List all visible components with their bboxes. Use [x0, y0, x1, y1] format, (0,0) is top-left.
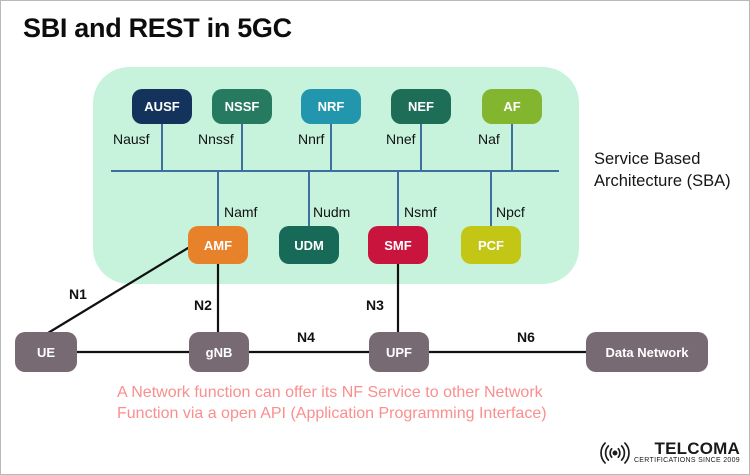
sba-caption-line2: Architecture (SBA)	[594, 172, 731, 190]
n1-link-ue-amf	[46, 246, 190, 335]
nf-box-pcf: PCF	[461, 226, 521, 264]
interface-label-n1: N1	[69, 286, 87, 302]
sbi-ref-npcf: Npcf	[496, 204, 525, 220]
node-label-data-network: Data Network	[605, 344, 689, 360]
nf-box-nrf: NRF	[301, 89, 361, 124]
nf-label-af: AF	[503, 99, 521, 114]
nf-label-ausf: AUSF	[144, 99, 180, 114]
nf-label-amf: AMF	[203, 237, 233, 253]
nf-box-af: AF	[482, 89, 542, 124]
sbi-ref-namf: Namf	[224, 204, 258, 220]
api-note: A Network function can offer its NF Serv…	[117, 382, 547, 424]
nf-label-smf: SMF	[384, 237, 412, 253]
nf-label-udm: UDM	[294, 237, 324, 253]
node-label-gnb: gNB	[205, 344, 233, 360]
interface-label-n2: N2	[194, 297, 212, 313]
nf-box-smf: SMF	[368, 226, 428, 264]
nf-box-ausf: AUSF	[132, 89, 192, 124]
sbi-ref-nnrf: Nnrf	[298, 131, 325, 147]
logo-tagline: CERTIFICATIONS SINCE 2009	[633, 457, 740, 464]
sbi-bus-lines	[111, 121, 559, 228]
nf-label-nrf: NRF	[317, 99, 345, 114]
node-gnb: gNB	[189, 332, 249, 372]
nf-box-udm: UDM	[279, 226, 339, 264]
node-upf: UPF	[369, 332, 429, 372]
node-label-ue: UE	[36, 344, 56, 360]
nf-label-nef: NEF	[408, 99, 434, 114]
signal-icon	[600, 442, 630, 464]
sbi-ref-nsmf: Nsmf	[404, 204, 437, 220]
interface-label-n6: N6	[517, 329, 535, 345]
nf-box-nef: NEF	[391, 89, 451, 124]
sbi-ref-nausf: Nausf	[113, 131, 150, 147]
node-ue: UE	[15, 332, 77, 372]
nf-label-nssf: NSSF	[224, 99, 260, 114]
sba-caption-line1: Service Based	[594, 150, 701, 168]
nf-box-amf: AMF	[188, 226, 248, 264]
api-note-line1: A Network function can offer its NF Serv…	[117, 384, 543, 401]
api-note-line2: Function via a open API (Application Pro…	[117, 405, 547, 422]
reference-point-links	[46, 246, 589, 354]
telcoma-logo: TELCOMA CERTIFICATIONS SINCE 2009	[598, 439, 740, 467]
nf-label-pcf: PCF	[478, 237, 504, 253]
interface-label-n3: N3	[366, 297, 384, 313]
sbi-ref-nnssf: Nnssf	[198, 131, 234, 147]
page-title: SBI and REST in 5GC	[23, 13, 292, 43]
sbi-ref-nudm: Nudm	[313, 204, 351, 220]
sbi-ref-naf: Naf	[478, 131, 500, 147]
node-data-network: Data Network	[586, 332, 708, 372]
sbi-ref-nnef: Nnef	[386, 131, 416, 147]
logo-name: TELCOMA	[654, 439, 740, 458]
node-label-upf: UPF	[386, 344, 412, 360]
interface-label-n4: N4	[297, 329, 315, 345]
sba-caption: Service Based Architecture (SBA)	[594, 148, 731, 192]
nf-box-nssf: NSSF	[212, 89, 272, 124]
